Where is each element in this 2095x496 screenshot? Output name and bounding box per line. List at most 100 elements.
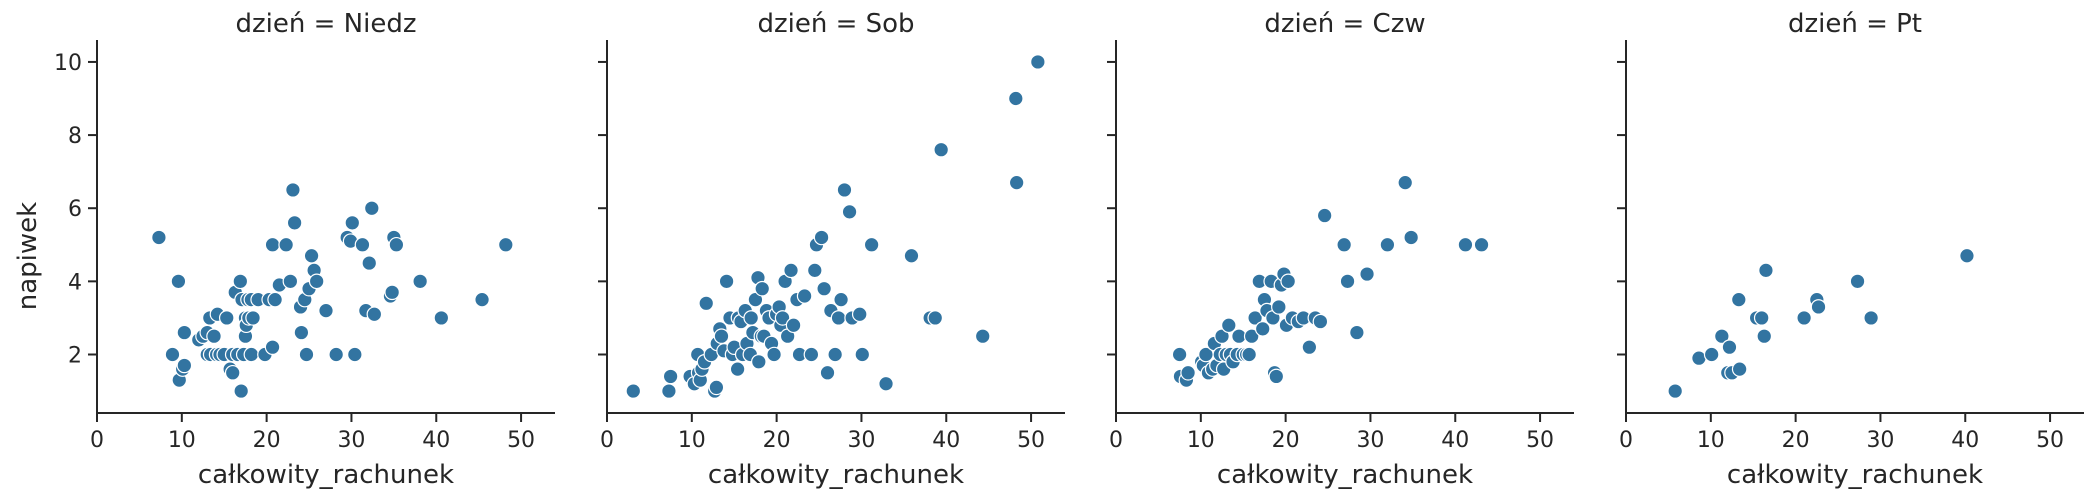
x-tick-label: 0 xyxy=(600,428,614,453)
scatter-point xyxy=(833,291,849,308)
scatter-points xyxy=(1171,174,1490,388)
scatter-point xyxy=(474,291,490,308)
x-tick-label: 20 xyxy=(763,428,791,453)
panel-1: dzień = Niedz 2 4 6 8 10 0 10 20 30 40 50 całkowity_… xyxy=(54,9,555,490)
scatter-point xyxy=(713,328,730,345)
scatter-point xyxy=(1473,236,1490,253)
scatter-point xyxy=(813,229,830,246)
scatter-point xyxy=(1349,324,1365,341)
x-tick-label: 30 xyxy=(1356,428,1384,453)
panel-4: dzień = Pt 0 10 20 30 40 50 całkowity_rachunek xyxy=(1617,9,2084,490)
scatter-point xyxy=(1243,328,1260,345)
scatter-point xyxy=(1703,346,1720,363)
x-tick-label: 50 xyxy=(507,428,535,453)
scatter-point xyxy=(661,383,677,399)
y-tick-label: 8 xyxy=(68,124,82,149)
scatter-point xyxy=(245,310,261,326)
scatter-point xyxy=(267,291,283,308)
scatter-point xyxy=(384,284,400,301)
scatter-points xyxy=(625,54,1046,399)
scatter-point xyxy=(863,236,880,253)
scatter-point xyxy=(927,310,944,326)
scatter-point xyxy=(830,310,847,326)
scatter-point xyxy=(498,236,514,253)
scatter-point xyxy=(754,280,771,297)
scatter-point xyxy=(1359,266,1375,282)
scatter-point xyxy=(1221,317,1237,334)
scatter-point xyxy=(361,255,378,271)
scatter-point xyxy=(412,273,428,290)
panel-title: dzień = Niedz xyxy=(236,9,417,39)
scatter-point xyxy=(1171,346,1188,363)
x-tick-label: 30 xyxy=(337,428,365,453)
scatter-point xyxy=(344,215,361,231)
panel-title: dzień = Czw xyxy=(1264,9,1425,39)
scatter-point xyxy=(1336,236,1352,253)
x-tick-label: 10 xyxy=(1697,428,1725,453)
scatter-point xyxy=(785,317,802,334)
x-tick-label: 20 xyxy=(1272,428,1300,453)
scatter-point xyxy=(751,354,767,370)
scatter-point xyxy=(766,346,782,363)
scatter-point xyxy=(783,262,799,279)
scatter-point xyxy=(1959,247,1975,264)
scatter-point xyxy=(1280,273,1296,290)
scatter-point xyxy=(1301,339,1318,355)
y-tick-label: 10 xyxy=(54,51,82,76)
scatter-point xyxy=(743,310,759,326)
scatter-points xyxy=(151,182,514,399)
scatter-point xyxy=(1849,273,1866,290)
panel-title: dzień = Pt xyxy=(1788,9,1922,39)
scatter-point xyxy=(354,236,371,253)
x-tick-label: 10 xyxy=(168,428,196,453)
scatter-point xyxy=(1863,310,1879,326)
scatter-points xyxy=(1667,247,1975,399)
scatter-point xyxy=(293,324,310,341)
scatter-point xyxy=(366,306,383,323)
scatter-point xyxy=(282,273,299,290)
scatter-point xyxy=(176,324,193,341)
scatter-point xyxy=(1731,361,1748,377)
x-tick-label: 40 xyxy=(932,428,960,453)
scatter-point xyxy=(1254,321,1271,337)
x-tick-label: 0 xyxy=(90,428,104,453)
scatter-point xyxy=(318,302,334,319)
scatter-point xyxy=(164,346,181,363)
scatter-point xyxy=(1180,364,1196,381)
scatter-point xyxy=(1008,90,1024,107)
scatter-point xyxy=(347,346,363,363)
scatter-point xyxy=(1691,350,1707,366)
panel-3: dzień = Czw 0 10 20 30 40 50 całkowity_rachunek xyxy=(1107,9,1574,490)
x-axis-label: całkowity_rachunek xyxy=(1727,460,1983,490)
x-axis-label: całkowity_rachunek xyxy=(1217,460,1473,490)
scatter-point xyxy=(729,361,746,377)
scatter-point xyxy=(170,273,187,290)
x-tick-label: 20 xyxy=(253,428,281,453)
scatter-point xyxy=(303,247,320,264)
scatter-point xyxy=(854,346,871,363)
scatter-point xyxy=(1758,262,1774,279)
scatter-point xyxy=(1397,174,1414,191)
scatter-point xyxy=(1714,328,1730,345)
x-tick-label: 0 xyxy=(1109,428,1123,453)
scatter-point xyxy=(388,236,405,253)
scatter-point xyxy=(1457,236,1474,253)
scatter-point xyxy=(1667,383,1683,399)
scatter-point xyxy=(816,280,832,297)
x-tick-label: 50 xyxy=(2036,428,2064,453)
scatter-point xyxy=(1030,54,1046,70)
scatter-point xyxy=(662,368,679,385)
scatter-point xyxy=(933,141,949,158)
scatter-point xyxy=(903,247,920,264)
scatter-point xyxy=(243,346,260,363)
scatter-point xyxy=(224,364,241,381)
y-axis-label: napiwek xyxy=(13,202,43,310)
y-tick-label: 4 xyxy=(68,270,82,295)
x-tick-label: 40 xyxy=(422,428,450,453)
scatter-point xyxy=(285,182,301,198)
y-tick-label: 6 xyxy=(68,197,82,222)
scatter-point xyxy=(1403,229,1419,246)
scatter-point xyxy=(1339,273,1356,290)
scatter-point xyxy=(233,383,249,399)
